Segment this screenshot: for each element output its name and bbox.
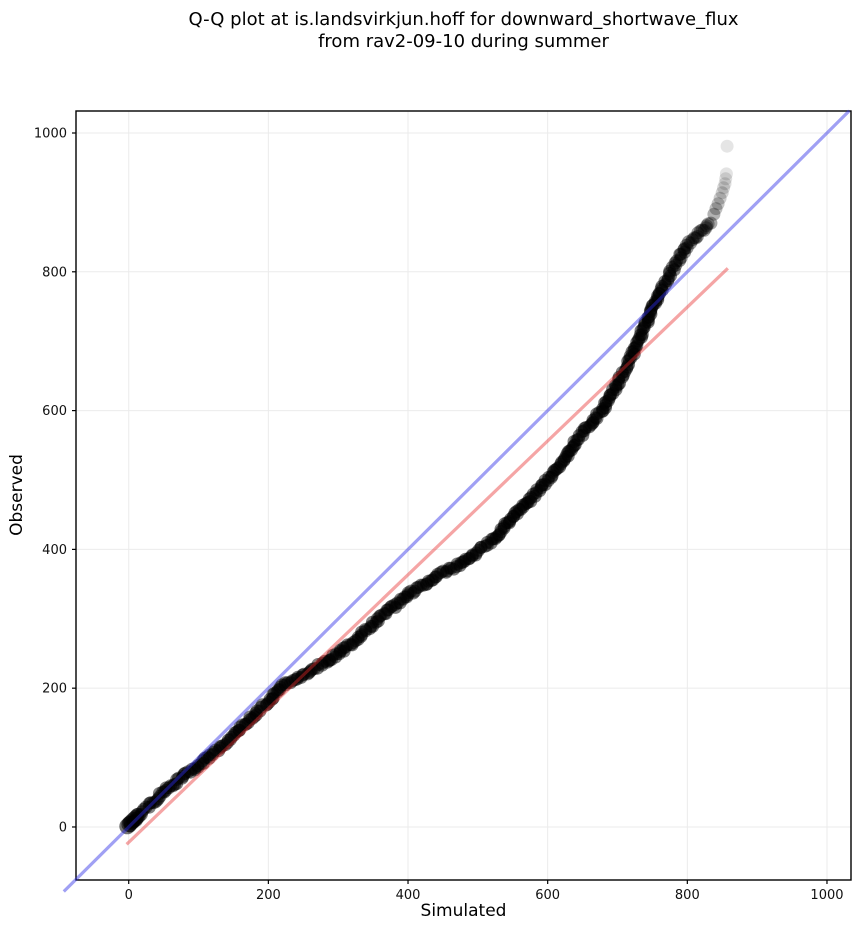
- plot-title-line-2: from rav2-09-10 during summer: [318, 31, 609, 52]
- qq-point: [719, 167, 733, 181]
- grid: [76, 111, 851, 880]
- fit-line: [125, 267, 729, 846]
- qq-point: [674, 251, 688, 265]
- x-tick-label: 600: [535, 888, 560, 903]
- qq-point: [701, 217, 715, 231]
- qq-point: [695, 223, 709, 237]
- qq-point: [679, 238, 693, 252]
- qq-point: [699, 221, 713, 235]
- qq-point: [713, 191, 727, 205]
- qq-point: [691, 226, 705, 240]
- qq-point: [667, 263, 681, 277]
- qq-point: [717, 181, 731, 195]
- y-tick-label: 1000: [34, 126, 67, 141]
- qq-point: [686, 233, 699, 247]
- qq-point: [673, 254, 687, 267]
- qq-point: [680, 241, 694, 255]
- qq-point: [677, 243, 691, 257]
- qq-point: [684, 236, 698, 250]
- y-tick-label: 600: [42, 404, 67, 419]
- qq-point: [673, 247, 687, 261]
- x-tick-label: 1000: [810, 888, 843, 903]
- plot-title: Q-Q plot at is.landsvirkjun.hoff for dow…: [76, 9, 851, 53]
- qq-point: [668, 256, 682, 270]
- qq-point: [700, 219, 714, 233]
- qq-point: [719, 172, 733, 186]
- qq-point: [687, 231, 701, 245]
- x-tick-label: 0: [125, 888, 133, 903]
- qq-point: [697, 223, 711, 237]
- qq-point: [707, 207, 721, 221]
- x-tick-label: 200: [256, 888, 281, 903]
- qq-point: [720, 139, 734, 153]
- plot-title-line-1: Q-Q plot at is.landsvirkjun.hoff for dow…: [188, 9, 739, 30]
- qq-point: [689, 231, 703, 245]
- qq-point: [678, 242, 691, 256]
- qq-point: [718, 177, 732, 191]
- y-tick-label: 800: [42, 265, 67, 280]
- qq-point: [704, 216, 718, 230]
- qq-point: [694, 224, 707, 238]
- qq-point: [709, 202, 723, 216]
- qq-points: [119, 139, 734, 835]
- qq-point: [665, 260, 679, 274]
- x-axis-label: Simulated: [420, 901, 507, 921]
- y-tick-label: 400: [42, 543, 67, 558]
- plot-border: [75, 110, 852, 881]
- y-axis-label: Observed: [7, 454, 27, 536]
- x-tick-label: 400: [396, 888, 421, 903]
- qq-point: [715, 186, 729, 200]
- qq-point: [678, 245, 692, 259]
- y-tick-label: 0: [59, 820, 67, 835]
- qq-point: [690, 230, 704, 243]
- qq-point: [669, 258, 683, 272]
- qq-point: [674, 247, 688, 261]
- qq-point: [682, 235, 695, 249]
- qq-point: [663, 264, 677, 278]
- x-tick-label: 800: [675, 888, 700, 903]
- identity-line: [62, 109, 851, 893]
- qq-point: [711, 197, 725, 211]
- axis-ticks: 0 200 400 600 800 1000 0 200 400 600 800 1000: [34, 126, 844, 903]
- qq-point: [670, 254, 684, 268]
- y-tick-label: 200: [42, 682, 67, 697]
